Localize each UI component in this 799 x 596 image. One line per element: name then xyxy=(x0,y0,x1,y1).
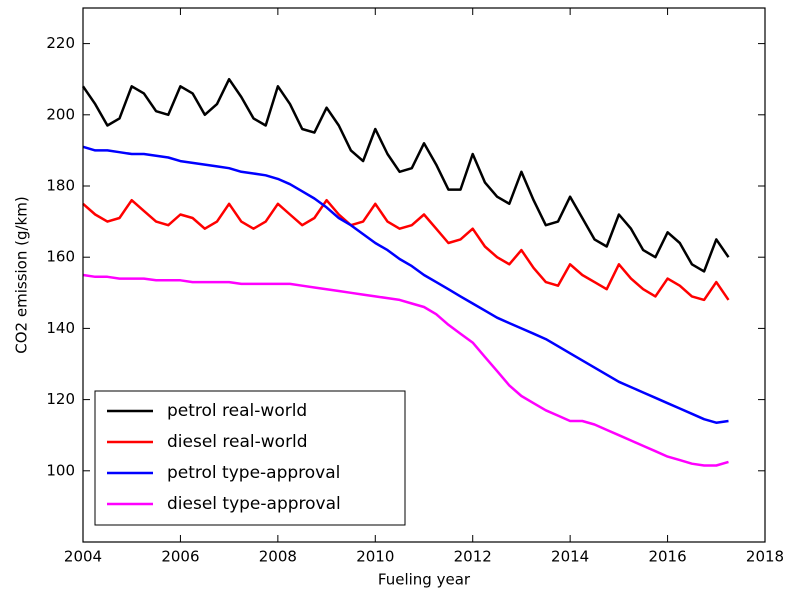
legend-label: petrol real-world xyxy=(167,401,307,421)
y-tick-label: 220 xyxy=(46,34,75,52)
series-line xyxy=(82,273,729,467)
x-tick-label: 2010 xyxy=(356,548,394,566)
plot-frame xyxy=(82,7,766,543)
legend-label: diesel real-world xyxy=(167,432,308,452)
x-tick-label: 2008 xyxy=(259,548,297,566)
series-line xyxy=(81,77,730,273)
legend-label: diesel type-approval xyxy=(167,494,341,514)
x-tick-label: 2014 xyxy=(551,548,589,566)
x-axis-label: Fueling year xyxy=(378,571,471,589)
x-tick-label: 2016 xyxy=(648,548,686,566)
y-tick-label: 140 xyxy=(46,319,75,337)
series-line xyxy=(82,145,729,424)
x-tick-label: 2012 xyxy=(454,548,492,566)
legend-box xyxy=(94,390,406,526)
y-tick-label: 120 xyxy=(46,390,75,408)
y-axis-label: CO2 emission (g/km) xyxy=(13,196,31,353)
legend: petrol real-world diesel real-world petrol… xyxy=(94,390,406,526)
x-tick-label: 2004 xyxy=(64,548,102,566)
legend-label: petrol type-approval xyxy=(167,463,340,483)
series-line xyxy=(82,198,730,302)
x-tick-label: 2006 xyxy=(161,548,199,566)
y-tick-label: 200 xyxy=(46,105,75,123)
y-tick-label: 100 xyxy=(46,461,75,479)
x-tick-label: 2018 xyxy=(746,548,784,566)
y-tick-label: 180 xyxy=(46,177,75,195)
y-tick-label: 160 xyxy=(46,248,75,266)
